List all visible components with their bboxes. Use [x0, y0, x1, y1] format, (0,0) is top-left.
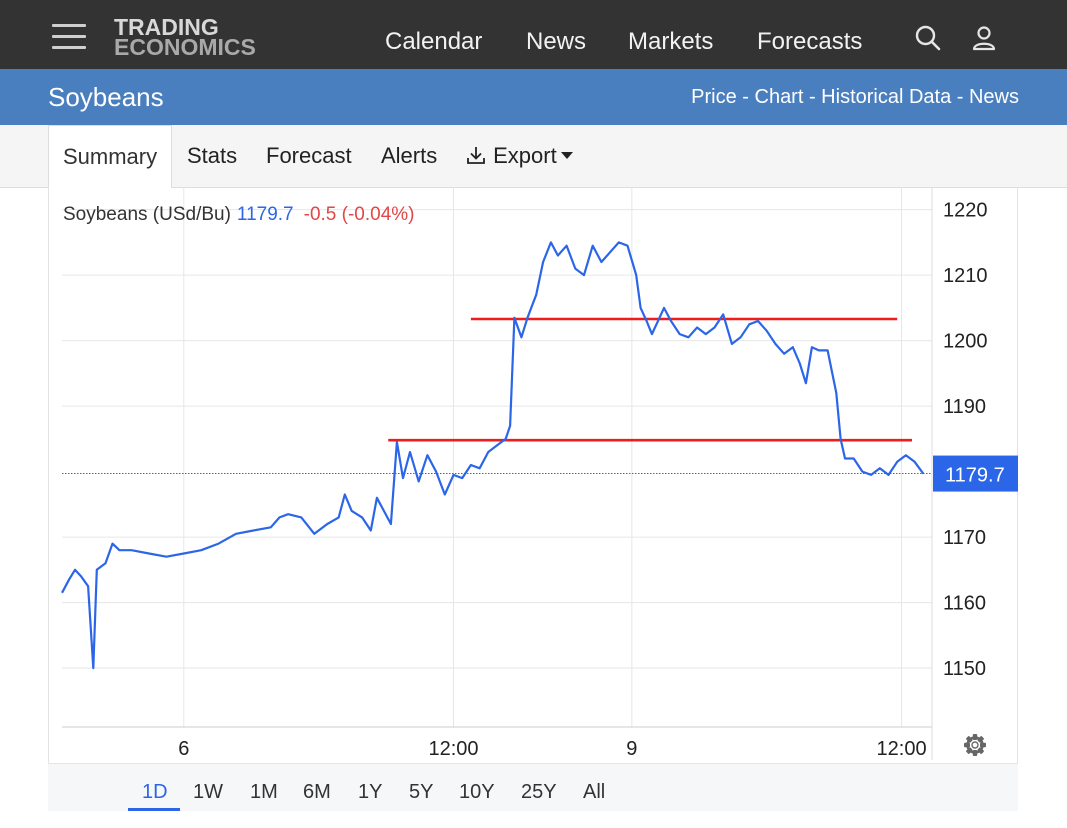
y-tick-label: 1170 — [943, 527, 986, 549]
range-1d[interactable]: 1D — [142, 781, 168, 803]
export-dropdown[interactable]: Export — [465, 125, 573, 187]
logo-line1: TRADING — [114, 14, 219, 40]
tab-stats[interactable]: Stats — [187, 143, 238, 168]
x-tick-label: 12:00 — [428, 738, 478, 760]
y-tick-label: 1190 — [943, 396, 986, 418]
settings-gear-icon[interactable] — [964, 734, 986, 756]
y-tick-label: 1160 — [943, 593, 986, 615]
logo[interactable]: TRADING ECONOMICS — [114, 14, 256, 60]
x-tick-label: 12:00 — [877, 738, 927, 760]
range-6m[interactable]: 6M — [303, 781, 331, 803]
range-1y[interactable]: 1Y — [358, 781, 383, 803]
page-title: Soybeans — [48, 82, 164, 112]
grid — [62, 187, 933, 760]
tab-alerts[interactable]: Alerts — [381, 143, 438, 168]
subheader: Soybeans Price - Chart - Historical Data… — [0, 69, 1067, 125]
range-selector: 1D 1W 1M 6M 1Y 5Y 10Y 25Y All — [48, 763, 1018, 811]
range-5y[interactable]: 5Y — [409, 781, 434, 803]
last-price-box — [933, 455, 1018, 492]
annotations — [388, 317, 912, 442]
tab-forecast[interactable]: Forecast — [266, 143, 352, 168]
legend-price: 1179.7 — [237, 204, 294, 225]
nav-calendar[interactable]: Calendar — [385, 28, 483, 55]
last-price-tag: 1179.7 — [933, 455, 1018, 492]
legend-change: -0.5 (-0.04%) — [304, 204, 415, 225]
y-tick-label: 1150 — [943, 658, 986, 680]
logo-line2: ECONOMICS — [114, 34, 256, 60]
y-tick-label: 1220 — [943, 200, 988, 222]
y-axis: 1150 1160 1170 1190 1200 1210 1220 — [943, 200, 988, 680]
menu-icon[interactable] — [52, 24, 86, 50]
series-line-soybeans — [61, 241, 925, 670]
nav-news[interactable]: News — [526, 28, 587, 55]
top-navbar: TRADING ECONOMICS Calendar News Markets … — [0, 0, 1067, 69]
search-icon[interactable] — [914, 24, 942, 52]
range-1w[interactable]: 1W — [193, 781, 223, 803]
range-25y[interactable]: 25Y — [521, 781, 557, 803]
range-10y[interactable]: 10Y — [459, 781, 495, 803]
y-tick-label: 1200 — [943, 331, 988, 353]
y-tick-label: 1210 — [943, 265, 988, 287]
range-1m[interactable]: 1M — [250, 781, 278, 803]
x-tick-label: 6 — [178, 738, 189, 760]
chart-legend: Soybeans (USd/Bu) 1179.7 -0.5 (-0.04%) — [63, 204, 415, 225]
download-icon — [467, 147, 485, 165]
last-price-label: 1179.7 — [945, 465, 1005, 487]
caret-down-icon — [560, 152, 573, 160]
nav-forecasts[interactable]: Forecasts — [757, 28, 863, 55]
x-axis: 6 12:00 9 12:00 — [178, 738, 926, 760]
export-label: Export — [493, 143, 557, 168]
subheader-links[interactable]: Price - Chart - Historical Data - News — [691, 86, 1019, 108]
user-icon[interactable] — [970, 24, 998, 52]
nav-markets[interactable]: Markets — [628, 28, 714, 55]
x-tick-label: 9 — [626, 738, 637, 760]
range-all[interactable]: All — [583, 781, 606, 803]
selected-range-indicator — [128, 808, 180, 811]
tab-summary[interactable]: Summary — [48, 125, 173, 188]
tab-bar: Summary Stats Forecast Alerts Export — [0, 125, 1067, 188]
legend-name: Soybeans (USd/Bu) — [63, 204, 231, 225]
